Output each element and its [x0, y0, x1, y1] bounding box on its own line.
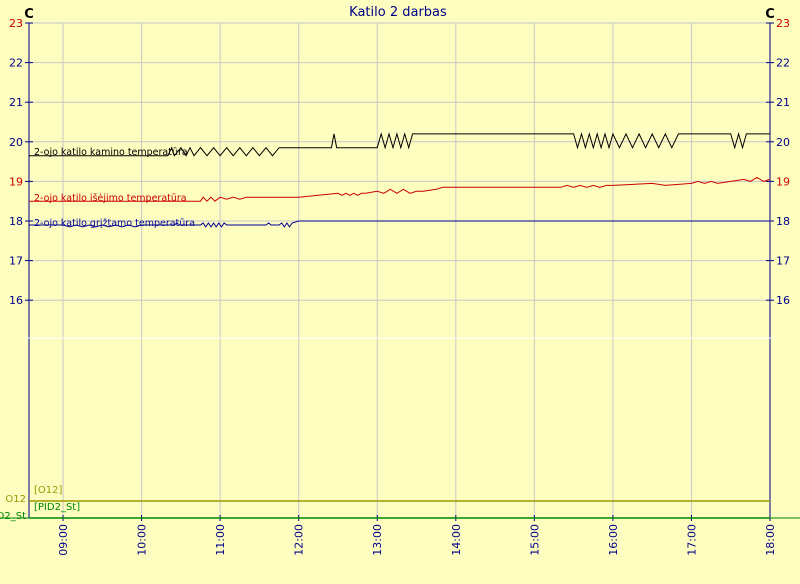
x-tick-label: 17:00 — [685, 524, 698, 556]
digital-track-axis-label: O12 — [5, 494, 26, 505]
x-tick-label: 18:00 — [764, 524, 777, 556]
y-tick-label-left: 19 — [9, 175, 23, 188]
y-tick-label-right: 23 — [776, 17, 790, 30]
y-unit-left: C — [24, 7, 34, 22]
y-tick-label-left: 23 — [9, 17, 23, 30]
x-tick-label: 10:00 — [136, 524, 149, 556]
x-tick-label: 13:00 — [371, 524, 384, 556]
digital-track-legend: [PID2_St] — [34, 502, 80, 513]
y-tick-label-right: 17 — [776, 255, 790, 268]
y-tick-label-left: 18 — [9, 215, 23, 228]
labels-group: 16 16 17 17 18 18 19 19 20 20 21 21 22 22 23 23 09:00 10:… — [0, 17, 790, 556]
y-tick-label-left: 16 — [9, 294, 23, 307]
y-unit-right: C — [765, 7, 775, 22]
y-tick-label-right: 20 — [776, 136, 790, 149]
x-tick-label: 16:00 — [607, 524, 620, 556]
x-tick-label: 15:00 — [528, 524, 541, 556]
series-line — [29, 220, 770, 228]
digital-track-axis-label: PID2_St — [0, 511, 26, 522]
x-tick-label: 09:00 — [57, 524, 70, 556]
x-tick-label: 11:00 — [214, 524, 227, 556]
y-tick-label-right: 18 — [776, 215, 790, 228]
axes — [0, 22, 800, 521]
chart-title: Katilo 2 darbas — [349, 5, 447, 20]
y-tick-label-right: 19 — [776, 175, 790, 188]
y-tick-label-right: 21 — [776, 96, 790, 109]
digital-track-legend: [O12] — [34, 485, 62, 496]
series-legend-label: 2-ojo katilo kamino temperatūra — [34, 147, 188, 158]
y-tick-label-left: 21 — [9, 96, 23, 109]
series-group — [29, 132, 771, 228]
y-tick-label-left: 17 — [9, 255, 23, 268]
y-tick-label-left: 22 — [9, 57, 23, 70]
series-legend-label: 2-ojo katilo grįžtamo temperatūra — [34, 218, 195, 229]
y-tick-label-left: 20 — [9, 136, 23, 149]
y-tick-label-right: 22 — [776, 57, 790, 70]
x-tick-label: 14:00 — [450, 524, 463, 556]
series-line — [29, 176, 771, 202]
x-tick-label: 12:00 — [293, 524, 306, 556]
series-legend-label: 2-ojo katilo išėjimo temperatūra — [34, 193, 187, 204]
y-tick-label-right: 16 — [776, 294, 790, 307]
series-line — [29, 132, 770, 157]
